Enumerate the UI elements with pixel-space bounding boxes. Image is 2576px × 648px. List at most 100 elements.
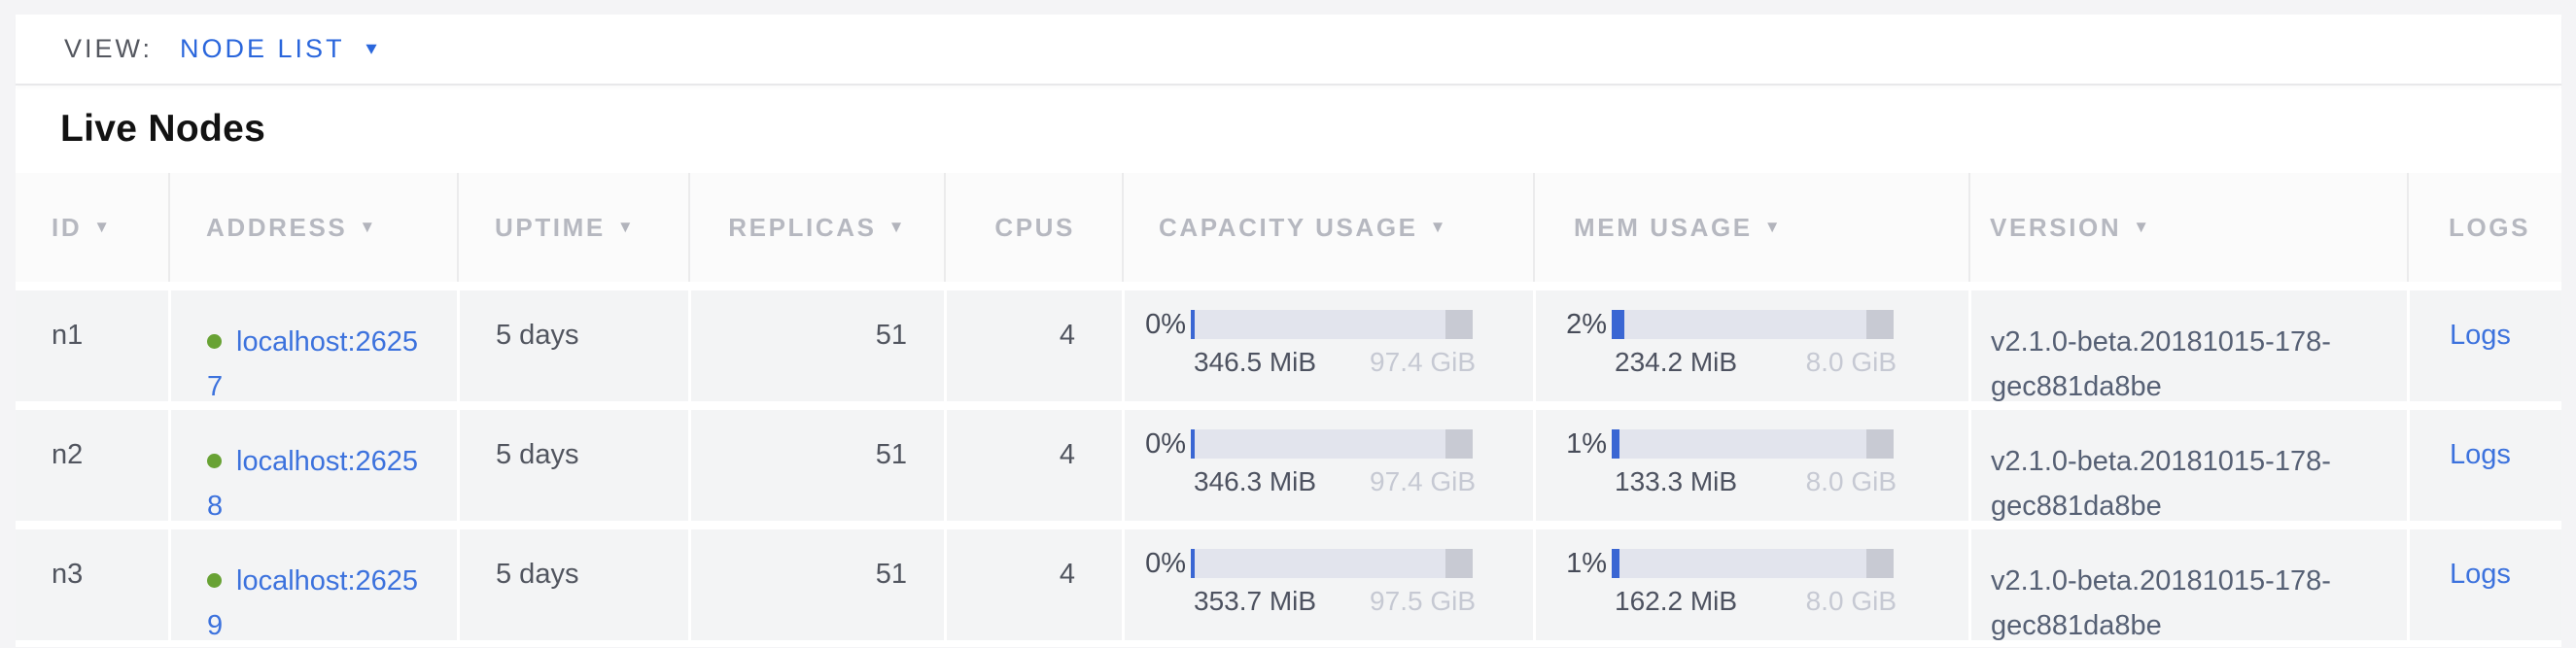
cell-address: localhost:26257 xyxy=(168,290,457,402)
mem-total-value: 8.0 GiB xyxy=(1805,466,1897,496)
chevron-down-icon: ▼ xyxy=(362,39,381,58)
capacity-total-value: 97.5 GiB xyxy=(1370,586,1476,616)
node-address-link[interactable]: localhost:26257 xyxy=(207,326,419,402)
bar-end-segment xyxy=(1445,429,1473,459)
column-header-cpus: CPUS xyxy=(944,173,1122,282)
cell-capacity-usage: 0% 346.3 MiB 97.4 GiB xyxy=(1122,410,1533,521)
cell-version: v2.1.0-beta.20181015-178-gec881da8be xyxy=(1968,290,2407,402)
cell-address: localhost:26258 xyxy=(168,410,457,522)
column-header-id[interactable]: ID ▼ xyxy=(16,173,168,282)
sort-desc-icon: ▼ xyxy=(2133,218,2152,236)
mem-percent: 2% xyxy=(1566,308,1607,340)
mem-used-value: 133.3 MiB xyxy=(1615,466,1738,496)
view-selector-dropdown[interactable]: NODE LIST ▼ xyxy=(180,34,380,64)
logs-link[interactable]: Logs xyxy=(2450,559,2511,590)
cell-mem-usage: 1% 133.3 MiB 8.0 GiB xyxy=(1533,410,1968,521)
cell-uptime: 5 days xyxy=(457,410,688,521)
column-header-version[interactable]: VERSION ▼ xyxy=(1968,173,2407,282)
column-header-mem-usage[interactable]: MEM USAGE ▼ xyxy=(1533,173,1968,282)
mem-percent: 1% xyxy=(1566,427,1607,460)
table-row: n2 localhost:26258 5 days 51 4 0% 346.3 … xyxy=(16,410,2561,522)
column-header-label: VERSION xyxy=(1990,212,2122,242)
mem-usage-bar xyxy=(1612,310,1894,339)
column-header-label: CAPACITY USAGE xyxy=(1159,212,1418,242)
live-status-dot-icon xyxy=(207,454,222,468)
cell-logs: Logs xyxy=(2407,290,2561,401)
column-header-label: REPLICAS xyxy=(728,212,877,242)
capacity-usage-bar xyxy=(1191,310,1473,339)
capacity-usage-bar xyxy=(1191,549,1473,578)
cell-cpus: 4 xyxy=(944,290,1122,401)
capacity-used-value: 353.7 MiB xyxy=(1194,586,1317,616)
cell-node-id: n3 xyxy=(52,559,84,590)
table-row: n3 localhost:26259 5 days 51 4 0% 353.7 … xyxy=(16,529,2561,641)
capacity-used-value: 346.3 MiB xyxy=(1194,466,1317,496)
logs-link[interactable]: Logs xyxy=(2450,320,2511,351)
cell-capacity-usage: 0% 346.5 MiB 97.4 GiB xyxy=(1122,290,1533,401)
cell-node-id: n1 xyxy=(52,320,84,351)
sort-desc-icon: ▼ xyxy=(616,218,637,236)
column-header-label: MEM USAGE xyxy=(1574,212,1753,242)
cell-logs: Logs xyxy=(2407,410,2561,521)
sort-desc-icon: ▼ xyxy=(359,218,378,236)
bar-end-segment xyxy=(1445,310,1473,339)
sort-desc-icon: ▼ xyxy=(1763,218,1784,236)
live-status-dot-icon xyxy=(207,334,222,349)
cell-cpus: 4 xyxy=(944,410,1122,521)
cell-mem-usage: 1% 162.2 MiB 8.0 GiB xyxy=(1533,529,1968,640)
bar-end-segment xyxy=(1866,549,1894,578)
bar-used-segment xyxy=(1191,429,1195,459)
mem-usage-bar xyxy=(1612,549,1894,578)
bar-used-segment xyxy=(1191,549,1195,578)
view-bar: VIEW: NODE LIST ▼ xyxy=(16,15,2561,85)
column-header-label: ADDRESS xyxy=(206,212,348,242)
cell-replicas: 51 xyxy=(688,529,944,640)
capacity-percent: 0% xyxy=(1145,427,1186,460)
table-header-row: ID ▼ ADDRESS ▼ UPTIME ▼ REPLICAS ▼ CPUS … xyxy=(16,173,2561,282)
cell-version: v2.1.0-beta.20181015-178-gec881da8be xyxy=(1968,410,2407,522)
column-header-logs: LOGS xyxy=(2407,173,2561,282)
cell-node-id: n2 xyxy=(52,439,84,470)
sort-desc-icon: ▼ xyxy=(888,218,907,236)
mem-used-value: 234.2 MiB xyxy=(1615,347,1738,377)
bar-end-segment xyxy=(1866,429,1894,459)
capacity-used-value: 346.5 MiB xyxy=(1194,347,1317,377)
bar-end-segment xyxy=(1866,310,1894,339)
capacity-total-value: 97.4 GiB xyxy=(1370,466,1476,496)
cell-uptime: 5 days xyxy=(457,529,688,640)
cell-mem-usage: 2% 234.2 MiB 8.0 GiB xyxy=(1533,290,1968,401)
capacity-percent: 0% xyxy=(1145,308,1186,340)
column-header-replicas[interactable]: REPLICAS ▼ xyxy=(688,173,944,282)
live-nodes-table: ID ▼ ADDRESS ▼ UPTIME ▼ REPLICAS ▼ CPUS … xyxy=(16,173,2561,641)
cell-version: v2.1.0-beta.20181015-178-gec881da8be xyxy=(1968,529,2407,641)
cell-replicas: 51 xyxy=(688,410,944,521)
section-title-bar: Live Nodes xyxy=(16,85,2561,173)
capacity-usage-bar xyxy=(1191,429,1473,459)
sort-desc-icon: ▼ xyxy=(1429,218,1449,236)
view-selected-value: NODE LIST xyxy=(180,34,345,63)
column-header-label: CPUS xyxy=(994,212,1075,242)
column-header-address[interactable]: ADDRESS ▼ xyxy=(168,173,457,282)
cell-uptime: 5 days xyxy=(457,290,688,401)
cell-cpus: 4 xyxy=(944,529,1122,640)
cell-address: localhost:26259 xyxy=(168,529,457,641)
mem-total-value: 8.0 GiB xyxy=(1805,347,1897,377)
bar-used-segment xyxy=(1612,429,1619,459)
mem-total-value: 8.0 GiB xyxy=(1805,586,1897,616)
content-panel: VIEW: NODE LIST ▼ Live Nodes ID ▼ ADDRES… xyxy=(16,15,2561,647)
view-label: VIEW: xyxy=(64,34,154,63)
cell-capacity-usage: 0% 353.7 MiB 97.5 GiB xyxy=(1122,529,1533,640)
column-header-label: UPTIME xyxy=(495,212,606,242)
column-header-label: ID xyxy=(52,212,83,242)
column-header-capacity-usage[interactable]: CAPACITY USAGE ▼ xyxy=(1122,173,1533,282)
sort-desc-icon: ▼ xyxy=(93,218,113,236)
logs-link[interactable]: Logs xyxy=(2450,439,2511,470)
node-address-link[interactable]: localhost:26259 xyxy=(207,565,419,641)
page-title: Live Nodes xyxy=(60,108,266,150)
cell-logs: Logs xyxy=(2407,529,2561,640)
mem-used-value: 162.2 MiB xyxy=(1615,586,1738,616)
capacity-percent: 0% xyxy=(1145,547,1186,579)
column-header-uptime[interactable]: UPTIME ▼ xyxy=(457,173,688,282)
node-address-link[interactable]: localhost:26258 xyxy=(207,446,419,522)
bar-used-segment xyxy=(1612,310,1624,339)
